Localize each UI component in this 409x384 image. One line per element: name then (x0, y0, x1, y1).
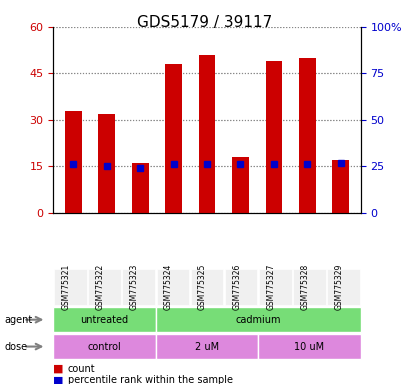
Text: dose: dose (4, 341, 27, 352)
Bar (198, 55, 215, 213)
Text: ■: ■ (53, 364, 64, 374)
Text: GSM775325: GSM775325 (198, 264, 207, 310)
Bar (231, 157, 248, 213)
Bar (65, 111, 81, 213)
Text: GDS5179 / 39117: GDS5179 / 39117 (137, 15, 272, 30)
Text: agent: agent (4, 314, 32, 325)
Text: untreated: untreated (80, 314, 128, 325)
Text: cadmium: cadmium (235, 314, 280, 325)
Text: GSM775324: GSM775324 (164, 264, 173, 310)
Text: 10 uM: 10 uM (294, 341, 324, 352)
Bar (132, 163, 148, 213)
Bar (98, 114, 115, 213)
Text: ■: ■ (53, 375, 64, 384)
Text: 2 uM: 2 uM (195, 341, 218, 352)
Text: GSM775326: GSM775326 (231, 264, 240, 310)
Text: GSM775329: GSM775329 (334, 264, 343, 310)
Text: GSM775327: GSM775327 (266, 264, 275, 310)
Text: control: control (88, 341, 121, 352)
Bar (165, 64, 182, 213)
Bar (332, 160, 348, 213)
Text: GSM775323: GSM775323 (129, 264, 138, 310)
Bar (298, 58, 315, 213)
Bar (265, 61, 281, 213)
Text: percentile rank within the sample: percentile rank within the sample (67, 375, 232, 384)
Text: GSM775328: GSM775328 (300, 264, 309, 310)
Text: count: count (67, 364, 95, 374)
Text: GSM775321: GSM775321 (61, 264, 70, 310)
Text: GSM775322: GSM775322 (95, 264, 104, 310)
